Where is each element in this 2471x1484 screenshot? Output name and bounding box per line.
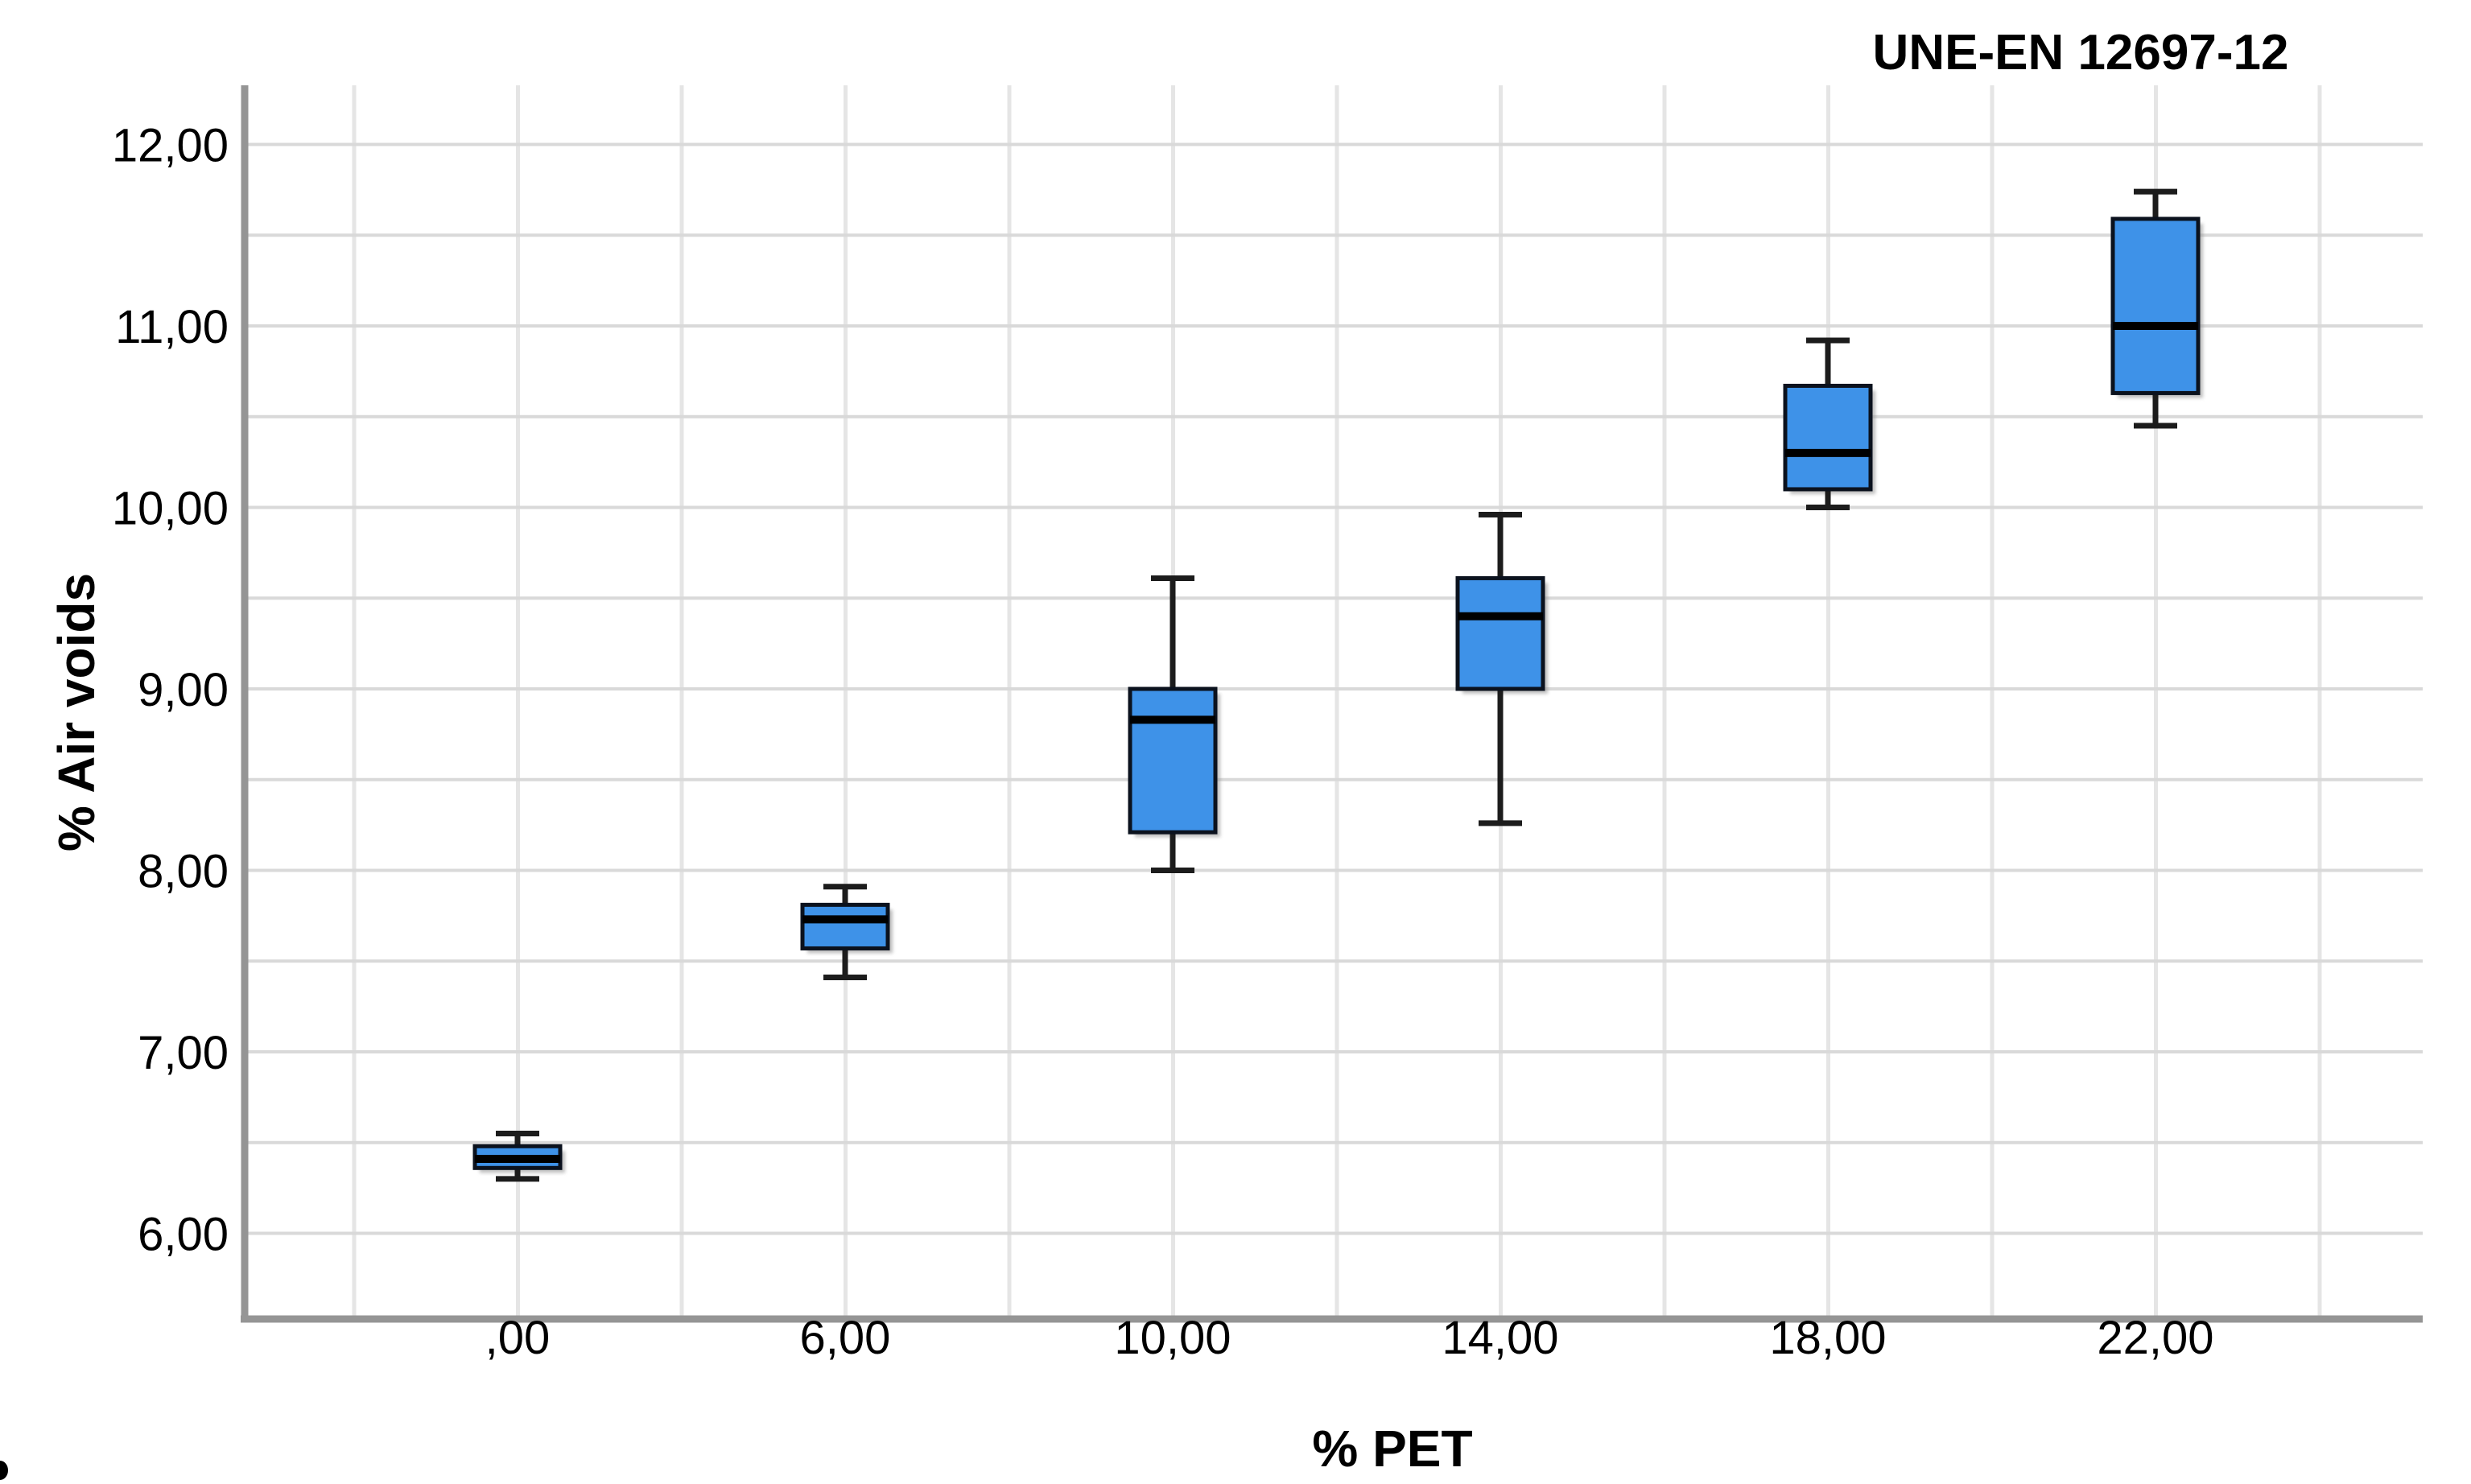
tick-labels-layer: 12,00 11,00 10,00 9,00 8,00 7,00 6,00 ,00 6,00 10… [112, 120, 2214, 1365]
x-tick-label: 6,00 [800, 1312, 891, 1364]
boxplot-group [1128, 575, 1220, 878]
y-tick-label: 7,00 [138, 1027, 229, 1079]
boxplot-group [1783, 337, 1875, 515]
corner-artifact [0, 1461, 8, 1480]
x-tick-label: 22,00 [2097, 1312, 2213, 1364]
y-tick-label: 6,00 [138, 1209, 229, 1261]
iqr-box [1783, 383, 1873, 492]
chart-title: UNE-EN 12697-12 [1872, 25, 2289, 80]
x-tick-label: 14,00 [1442, 1312, 1558, 1364]
boxplot-group [1455, 512, 1548, 831]
x-axis-title: % PET [1312, 1420, 1473, 1478]
boxplot-group [472, 1130, 565, 1186]
boxplots-layer [472, 188, 2203, 1186]
y-tick-label: 12,00 [112, 120, 229, 172]
x-tick-label: 18,00 [1769, 1312, 1886, 1364]
boxplot-group [2110, 188, 2203, 434]
gridlines-layer [245, 85, 2423, 1317]
y-tick-label: 10,00 [112, 483, 229, 535]
iqr-box [2110, 216, 2201, 395]
x-tick-label: 10,00 [1114, 1312, 1231, 1364]
y-tick-label: 9,00 [138, 664, 229, 716]
boxplot-group [800, 884, 893, 985]
x-tick-label: ,00 [485, 1312, 551, 1364]
axis-frame-layer [241, 85, 2423, 1323]
y-tick-label: 11,00 [115, 301, 229, 353]
iqr-box [1128, 686, 1218, 835]
iqr-box [800, 902, 890, 950]
iqr-box [1455, 575, 1545, 691]
y-axis-title: % Air voids [47, 572, 105, 852]
y-tick-label: 8,00 [138, 846, 229, 898]
